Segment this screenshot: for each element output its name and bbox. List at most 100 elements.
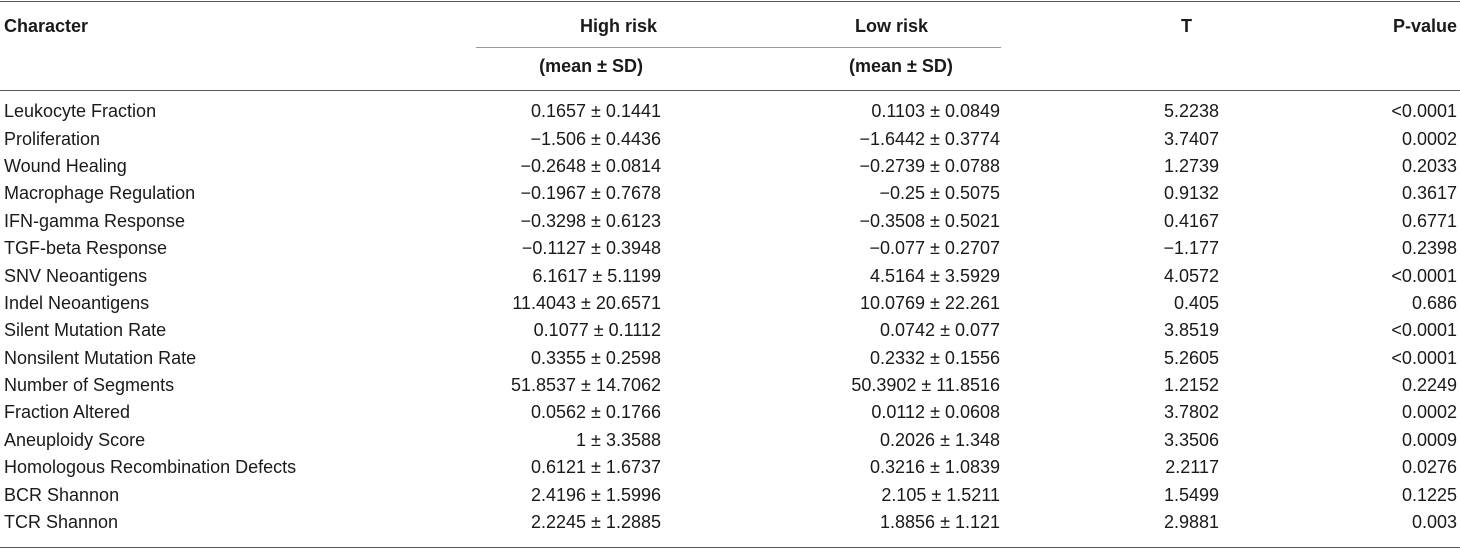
cell-high-risk: 0.3355 ± 0.2598 [531,347,661,368]
cell-high-risk: 0.1657 ± 0.1441 [531,101,661,122]
table-row: TGF-beta Response −0.1127 ± 0.3948 −0.077 … [0,235,1460,262]
cell-high-risk: 1 ± 3.3588 [576,429,661,450]
table-row: Aneuploidy Score 1 ± 3.3588 0.2026 ± 1.348… [0,427,1460,454]
cell-p-value: 0.2249 [1401,375,1457,396]
cell-high-risk: 11.4043 ± 20.6571 [512,292,661,313]
cell-t: −1.177 [1163,238,1219,259]
subheader-row: (mean ± SD) (mean ± SD) [0,44,1460,88]
cell-character: Homologous Recombination Defects [4,457,297,478]
table-row: IFN-gamma Response −0.3298 ± 0.6123 −0.350… [0,208,1460,235]
cell-high-risk: 0.1077 ± 0.1112 [533,320,661,341]
table-row: BCR Shannon 2.4196 ± 1.5996 2.105 ± 1.5211… [0,481,1460,508]
cell-low-risk: 0.0742 ± 0.077 [880,320,1000,341]
cell-high-risk: 0.0562 ± 0.1766 [531,402,661,423]
cell-p-value: 0.0002 [1401,402,1457,423]
table-row: Leukocyte Fraction 0.1657 ± 0.1441 0.1103 … [0,88,1460,125]
cell-t: 4.0572 [1163,265,1219,286]
header-row: Character High risk Low risk T P-value [0,0,1460,44]
cell-character: Silent Mutation Rate [4,320,167,341]
cell-low-risk: −1.6442 ± 0.3774 [859,128,1000,149]
table-body: Leukocyte Fraction 0.1657 ± 0.1441 0.1103 … [0,88,1460,536]
cell-low-risk: −0.077 ± 0.2707 [869,238,1001,259]
table-row: SNV Neoantigens 6.1617 ± 5.1199 4.5164 ± 3… [0,262,1460,289]
cell-p-value: 0.3617 [1401,183,1457,204]
cell-character: TCR Shannon [4,512,119,533]
cell-t: 0.9132 [1163,183,1219,204]
header-high-risk: High risk [579,16,657,36]
table-row: Number of Segments 51.8537 ± 14.7062 50.39… [0,372,1460,399]
cell-p-value: 0.0009 [1401,429,1457,450]
cell-character: BCR Shannon [4,484,120,505]
cell-high-risk: 0.6121 ± 1.6737 [531,457,661,478]
cell-p-value: <0.0001 [1391,265,1457,286]
cell-low-risk: 10.0769 ± 22.261 [859,292,1000,313]
cell-t: 0.405 [1173,292,1219,313]
cell-t: 3.7407 [1163,128,1219,149]
cell-t: 1.5499 [1163,484,1219,505]
cell-t: 2.9881 [1163,512,1219,533]
cell-t: 5.2238 [1163,101,1219,122]
cell-t: 1.2739 [1163,155,1219,176]
cell-character: Indel Neoantigens [4,292,150,313]
table-row: Fraction Altered 0.0562 ± 0.1766 0.0112 ± … [0,399,1460,426]
subheader-high-risk: (mean ± SD) [539,55,643,76]
cell-high-risk: 2.2245 ± 1.2885 [531,512,661,533]
cell-t: 5.2605 [1163,347,1219,368]
cell-high-risk: −0.1967 ± 0.7678 [520,183,661,204]
cell-high-risk: −0.2648 ± 0.0814 [520,155,661,176]
cell-t: 0.4167 [1163,210,1219,231]
group-header-rule [476,47,1001,48]
cell-high-risk: 6.1617 ± 5.1199 [532,265,661,286]
cell-low-risk: −0.2739 ± 0.0788 [859,155,1000,176]
table-row: Indel Neoantigens 11.4043 ± 20.6571 10.076… [0,290,1460,317]
cell-low-risk: 4.5164 ± 3.5929 [870,265,1000,286]
header-p-value: P-value [1392,16,1457,36]
cell-low-risk: −0.3508 ± 0.5021 [859,210,1000,231]
data-table: Character High risk Low risk T P-value (… [0,0,1460,536]
cell-character: Nonsilent Mutation Rate [4,347,197,368]
cell-character: Proliferation [4,128,101,149]
cell-p-value: 0.0276 [1401,457,1457,478]
subheader-low-risk: (mean ± SD) [849,55,953,76]
top-rule [0,1,1460,2]
cell-p-value: <0.0001 [1391,101,1457,122]
cell-low-risk: 0.1103 ± 0.0849 [871,101,1000,122]
cell-p-value: 0.686 [1411,292,1457,313]
header-low-risk: Low risk [855,16,929,36]
cell-p-value: 0.1225 [1401,484,1457,505]
cell-p-value: <0.0001 [1391,320,1457,341]
cell-low-risk: 0.0112 ± 0.0608 [871,402,1000,423]
cell-high-risk: −0.1127 ± 0.3948 [521,238,661,259]
cell-t: 2.2117 [1165,457,1219,478]
cell-low-risk: 2.105 ± 1.5211 [881,484,1000,505]
cell-character: Fraction Altered [4,402,131,423]
cell-t: 3.3506 [1163,429,1219,450]
table-row: TCR Shannon 2.2245 ± 1.2885 1.8856 ± 1.121… [0,509,1460,536]
cell-low-risk: 1.8856 ± 1.121 [880,512,1000,533]
cell-low-risk: 0.2332 ± 0.1556 [870,347,1000,368]
cell-p-value: 0.2033 [1401,155,1457,176]
cell-t: 3.8519 [1163,320,1219,341]
cell-character: Leukocyte Fraction [4,101,157,122]
cell-p-value: <0.0001 [1391,347,1457,368]
cell-character: TGF-beta Response [4,238,168,259]
table-row: Silent Mutation Rate 0.1077 ± 0.1112 0.074… [0,317,1460,344]
cell-p-value: 0.0002 [1401,128,1457,149]
cell-p-value: 0.2398 [1401,238,1457,259]
table-row: Proliferation −1.506 ± 0.4436 −1.6442 ± 0.… [0,125,1460,152]
cell-character: SNV Neoantigens [4,265,148,286]
cell-character: Macrophage Regulation [4,183,196,204]
cell-low-risk: 50.3902 ± 11.8516 [851,375,1000,396]
cell-p-value: 0.6771 [1401,210,1457,231]
header-character: Character [4,16,89,36]
bottom-rule [0,547,1460,548]
table-row: Nonsilent Mutation Rate 0.3355 ± 0.2598 0.… [0,345,1460,372]
cell-high-risk: −0.3298 ± 0.6123 [520,210,661,231]
cell-low-risk: 0.2026 ± 1.348 [880,429,1000,450]
cell-low-risk: 0.3216 ± 1.0839 [870,457,1000,478]
cell-t: 3.7802 [1163,402,1219,423]
table-row: Wound Healing −0.2648 ± 0.0814 −0.2739 ± 0… [0,153,1460,180]
cell-character: Aneuploidy Score [4,429,146,450]
cell-high-risk: 51.8537 ± 14.7062 [510,375,661,396]
cell-high-risk: 2.4196 ± 1.5996 [531,484,661,505]
